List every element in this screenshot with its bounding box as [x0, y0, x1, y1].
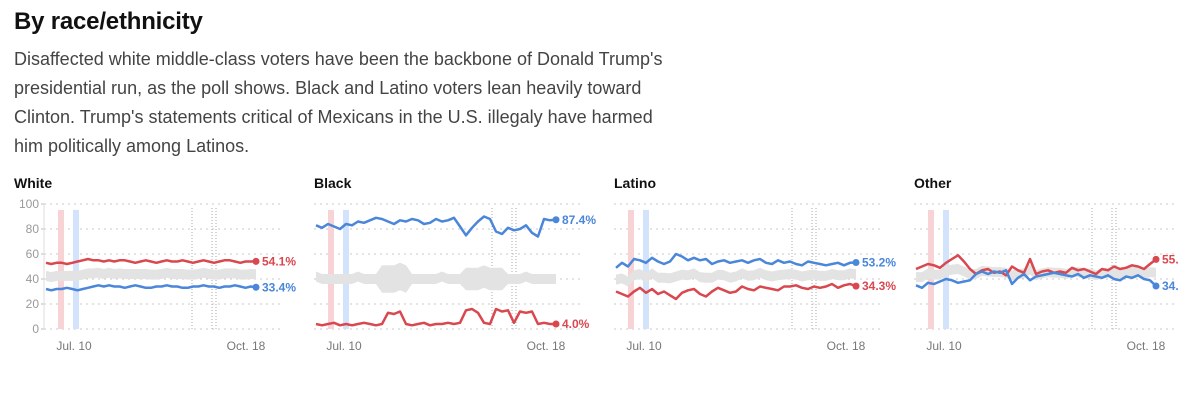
chart-white: 0 20 40 60 80 100 54.1% 33.4% Jul. 10 Oct. 18: [19, 197, 296, 353]
panel-black: Black 4.0% 87.4% Jul. 10 Oct. 18: [314, 172, 604, 372]
convention-band-clinton: [73, 210, 79, 329]
undecided-band: [316, 262, 556, 293]
convention-band-trump: [58, 210, 64, 329]
series-line-clinton: [615, 252, 857, 269]
end-dot-trump: [552, 320, 560, 328]
x-tick-label: Oct. 18: [227, 339, 266, 353]
convention-band-clinton: [643, 210, 649, 329]
x-tick-label: Oct. 18: [527, 339, 566, 353]
panel-title: Latino: [614, 175, 656, 191]
y-tick-label: 0: [32, 322, 39, 336]
convention-band-trump: [628, 210, 634, 329]
y-tick-label: 20: [26, 297, 40, 311]
x-tick-label: Jul. 10: [326, 339, 362, 353]
end-label-trump: 4.0%: [562, 317, 590, 331]
chart-latino: 34.3% 53.2% Jul. 10 Oct. 18: [614, 203, 896, 353]
series-line-clinton: [915, 269, 1157, 290]
undecided-band: [616, 267, 856, 287]
end-label-clinton: 34.4%: [1162, 279, 1178, 293]
end-label-trump: 55.7%: [1162, 252, 1178, 266]
end-dot-clinton: [1152, 282, 1160, 290]
convention-band-trump: [328, 210, 334, 329]
end-dot-clinton: [552, 216, 560, 224]
end-dot-trump: [852, 282, 860, 290]
end-dot-clinton: [852, 259, 860, 266]
x-tick-label: Jul. 10: [626, 339, 662, 353]
chart-black: 4.0% 87.4% Jul. 10 Oct. 18: [314, 203, 596, 353]
y-tick-label: 60: [26, 247, 40, 261]
panel-white: White 0 20 40 60 80 100 54.1% 33.4% Jul. 10 Oct. …: [14, 172, 304, 372]
end-label-trump: 34.3%: [862, 279, 896, 293]
page-title: By race/ethnicity: [14, 8, 203, 35]
series-line-clinton: [315, 215, 557, 238]
panel-title: Black: [314, 175, 352, 191]
x-tick-label: Oct. 18: [1127, 339, 1166, 353]
x-tick-label: Jul. 10: [926, 339, 962, 353]
end-label-clinton: 87.4%: [562, 213, 596, 227]
panel-title: Other: [914, 175, 952, 191]
y-tick-label: 80: [26, 222, 40, 236]
panel-latino: Latino 34.3% 53.2% Jul. 10 Oct. 18: [614, 172, 904, 372]
panel-title: White: [14, 175, 53, 191]
undecided-band: [46, 267, 256, 283]
chart-other: 55.7% 34.4% Jul. 10 Oct. 18: [914, 203, 1178, 353]
series-line-trump: [315, 307, 556, 327]
convention-band-clinton: [343, 210, 349, 329]
series-line-clinton: [45, 284, 257, 292]
end-dot-trump: [252, 257, 260, 265]
series-line-trump: [915, 254, 1157, 277]
y-tick-label: 100: [19, 197, 39, 211]
end-label-clinton: 33.4%: [262, 280, 296, 294]
x-tick-label: Jul. 10: [56, 339, 92, 353]
panel-other: Other 55.7% 34.4% Jul. 10 Oct. 18: [914, 172, 1178, 372]
x-tick-label: Oct. 18: [827, 339, 866, 353]
end-dot-clinton: [252, 283, 260, 291]
intro-paragraph: Disaffected white middle-class voters ha…: [14, 49, 663, 156]
series-line-trump: [615, 282, 857, 301]
y-tick-label: 40: [26, 272, 40, 286]
end-label-clinton: 53.2%: [862, 256, 896, 270]
series-line-trump: [45, 257, 257, 266]
end-dot-trump: [1152, 255, 1160, 263]
end-label-trump: 54.1%: [262, 254, 296, 268]
